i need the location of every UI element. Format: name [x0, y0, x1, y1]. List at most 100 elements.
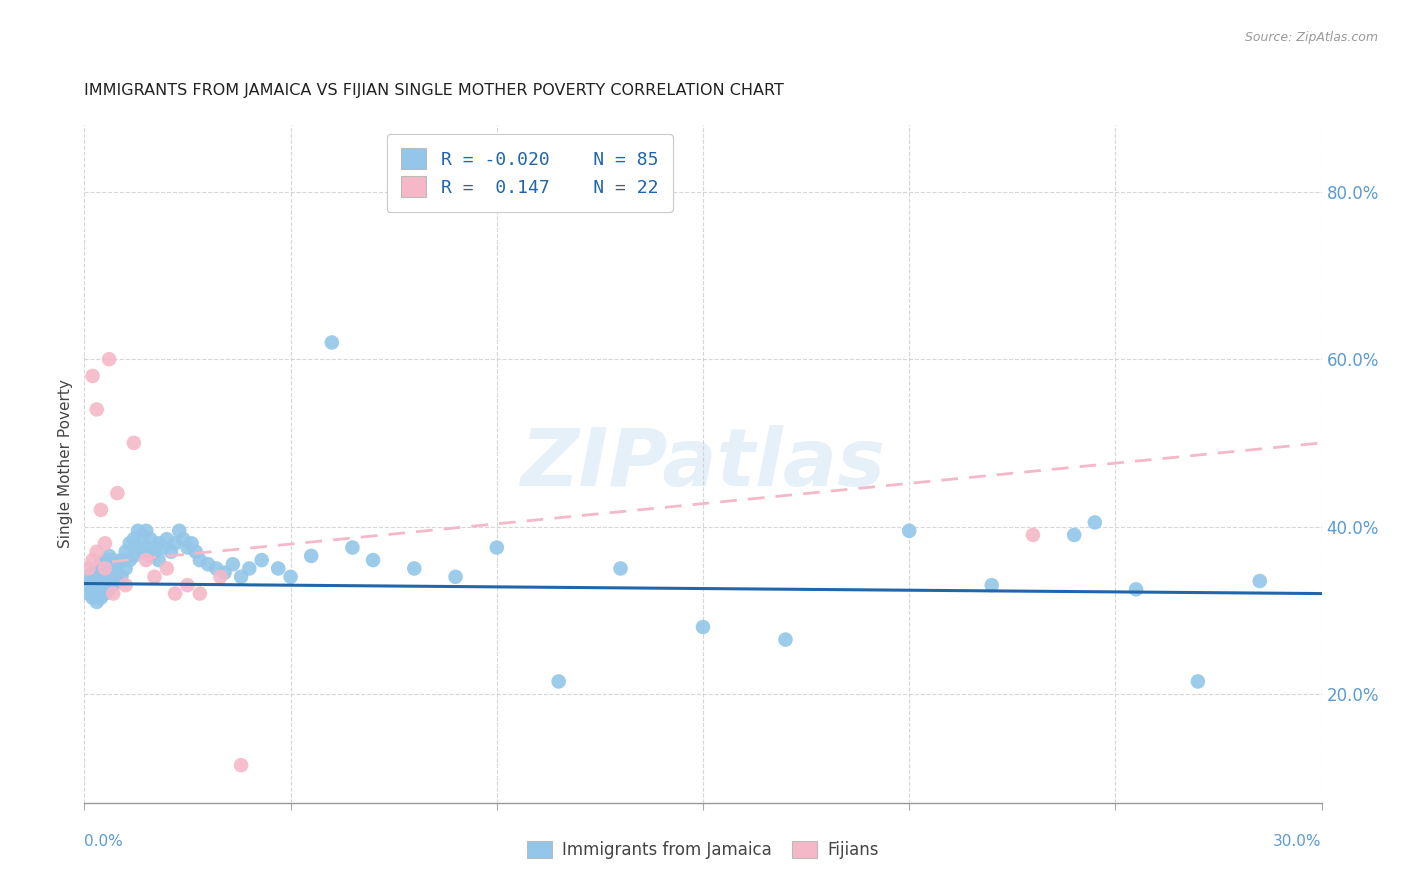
Point	[609, 561, 631, 575]
Point	[103, 566, 125, 580]
Point	[77, 561, 100, 575]
Point	[118, 536, 141, 550]
Point	[90, 503, 112, 517]
Point	[250, 553, 273, 567]
Legend: Immigrants from Jamaica, Fijians: Immigrants from Jamaica, Fijians	[520, 834, 886, 866]
Point	[77, 570, 100, 584]
Point	[1063, 528, 1085, 542]
Point	[105, 574, 128, 588]
Point	[86, 586, 108, 600]
Point	[180, 536, 202, 550]
Point	[152, 541, 174, 555]
Point	[135, 541, 157, 555]
Point	[82, 582, 104, 597]
Point	[82, 368, 104, 383]
Point	[188, 553, 211, 567]
Point	[94, 553, 117, 567]
Point	[148, 553, 170, 567]
Point	[980, 578, 1002, 592]
Point	[90, 558, 112, 572]
Point	[214, 566, 236, 580]
Point	[280, 570, 302, 584]
Point	[86, 570, 108, 584]
Point	[98, 352, 121, 367]
Point	[229, 758, 252, 772]
Point	[209, 570, 232, 584]
Point	[90, 582, 112, 597]
Legend: R = -0.020    N = 85, R =  0.147    N = 22: R = -0.020 N = 85, R = 0.147 N = 22	[387, 134, 673, 211]
Point	[148, 536, 170, 550]
Point	[135, 524, 157, 538]
Point	[114, 561, 136, 575]
Point	[143, 545, 166, 559]
Point	[229, 570, 252, 584]
Point	[197, 558, 219, 572]
Point	[775, 632, 797, 647]
Point	[1249, 574, 1271, 588]
Point	[139, 549, 162, 563]
Point	[299, 549, 322, 563]
Point	[86, 545, 108, 559]
Point	[156, 532, 179, 546]
Point	[176, 578, 198, 592]
Point	[82, 553, 104, 567]
Point	[485, 541, 508, 555]
Point	[321, 335, 343, 350]
Point	[122, 532, 145, 546]
Point	[1187, 674, 1209, 689]
Point	[94, 561, 117, 575]
Point	[238, 561, 260, 575]
Point	[267, 561, 290, 575]
Point	[692, 620, 714, 634]
Text: IMMIGRANTS FROM JAMAICA VS FIJIAN SINGLE MOTHER POVERTY CORRELATION CHART: IMMIGRANTS FROM JAMAICA VS FIJIAN SINGLE…	[84, 83, 785, 98]
Point	[547, 674, 569, 689]
Point	[110, 553, 132, 567]
Point	[103, 578, 125, 592]
Text: 30.0%: 30.0%	[1274, 834, 1322, 849]
Point	[98, 561, 121, 575]
Point	[82, 591, 104, 605]
Point	[122, 436, 145, 450]
Point	[77, 578, 100, 592]
Point	[139, 532, 162, 546]
Point	[1084, 516, 1107, 530]
Point	[361, 553, 384, 567]
Point	[188, 586, 211, 600]
Point	[143, 570, 166, 584]
Point	[404, 561, 426, 575]
Point	[114, 545, 136, 559]
Point	[184, 545, 207, 559]
Point	[86, 402, 108, 417]
Point	[94, 578, 117, 592]
Point	[98, 574, 121, 588]
Point	[160, 545, 183, 559]
Point	[167, 524, 190, 538]
Point	[118, 553, 141, 567]
Point	[1125, 582, 1147, 597]
Point	[103, 553, 125, 567]
Point	[222, 558, 245, 572]
Point	[898, 524, 921, 538]
Point	[94, 566, 117, 580]
Point	[156, 561, 179, 575]
Point	[86, 578, 108, 592]
Point	[165, 536, 187, 550]
Point	[127, 541, 149, 555]
Point	[103, 586, 125, 600]
Point	[94, 536, 117, 550]
Point	[105, 486, 128, 500]
Point	[165, 586, 187, 600]
Y-axis label: Single Mother Poverty: Single Mother Poverty	[58, 379, 73, 549]
Point	[114, 578, 136, 592]
Point	[98, 549, 121, 563]
Point	[82, 566, 104, 580]
Point	[98, 582, 121, 597]
Point	[90, 591, 112, 605]
Point	[172, 532, 194, 546]
Point	[86, 561, 108, 575]
Point	[122, 549, 145, 563]
Point	[105, 558, 128, 572]
Point	[127, 524, 149, 538]
Point	[90, 570, 112, 584]
Point	[94, 586, 117, 600]
